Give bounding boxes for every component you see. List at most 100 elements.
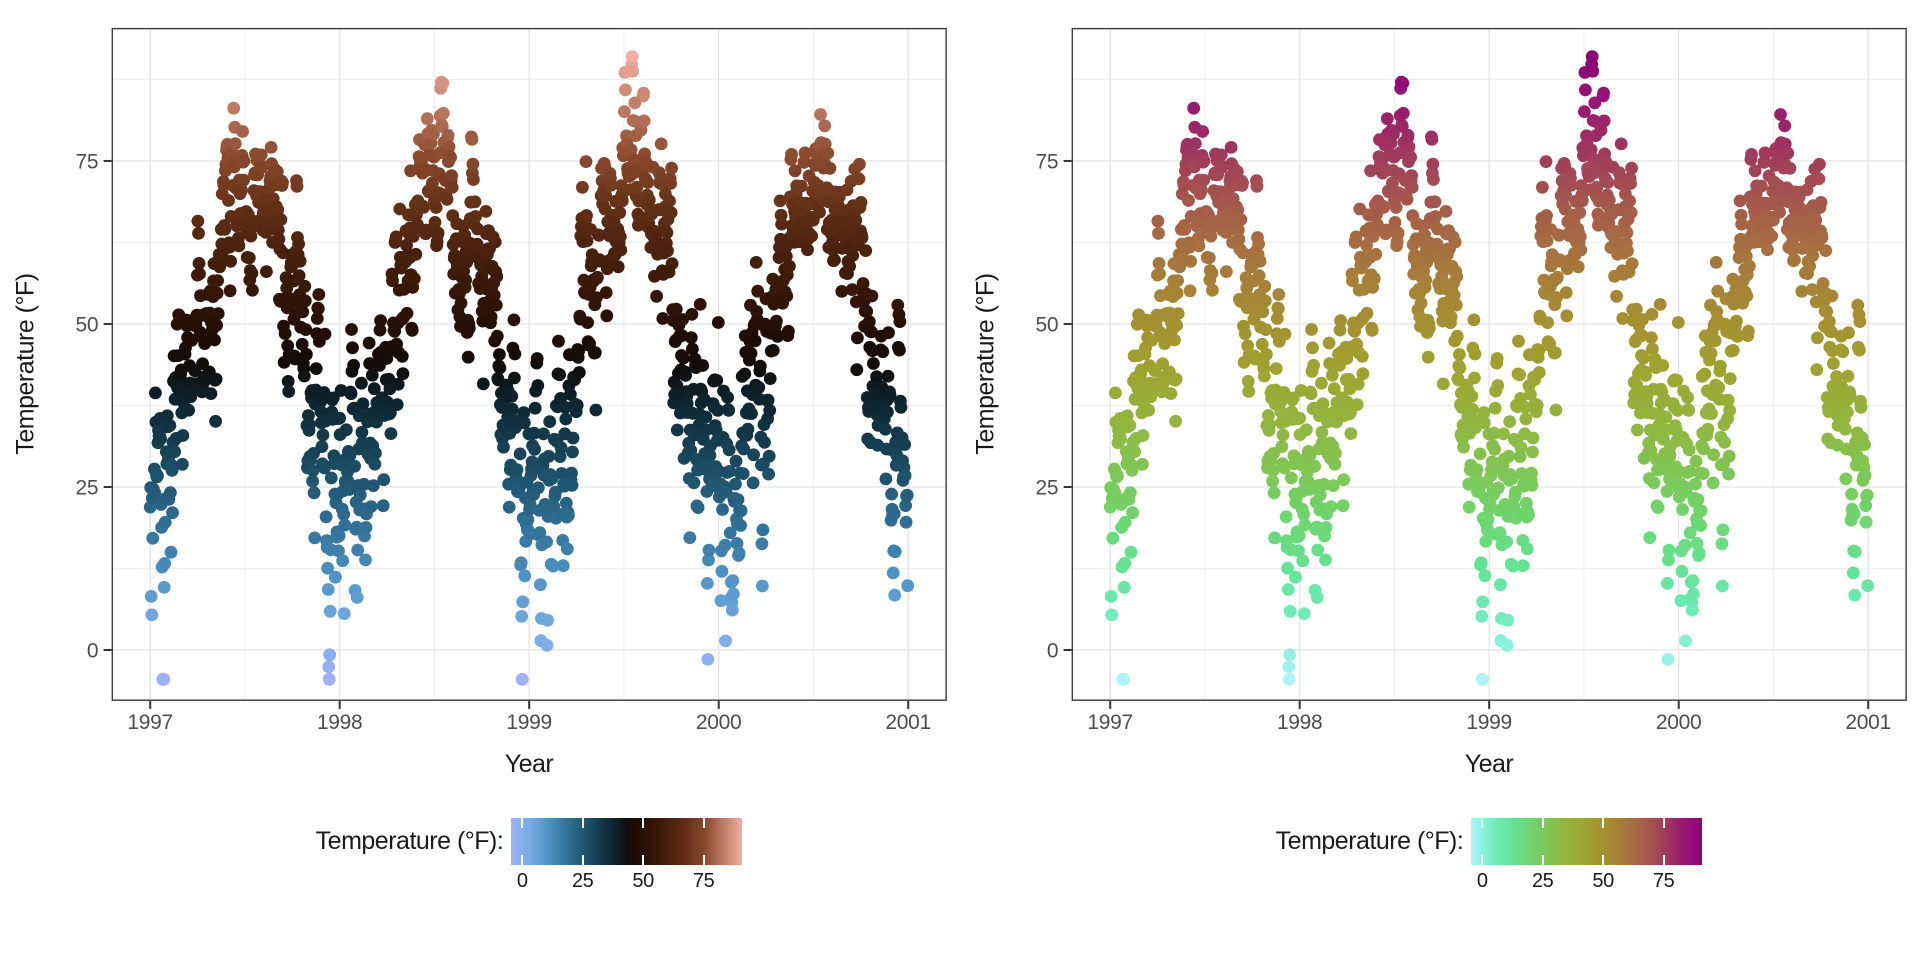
data-point bbox=[1311, 543, 1325, 557]
data-point bbox=[711, 404, 725, 417]
data-point bbox=[1715, 537, 1729, 551]
data-point bbox=[1242, 385, 1256, 398]
legend-title: Temperature (°F): bbox=[1275, 827, 1464, 855]
data-point bbox=[426, 176, 439, 190]
data-point bbox=[1220, 265, 1233, 278]
colorbar-tick-mark bbox=[1602, 855, 1605, 865]
data-point bbox=[1355, 349, 1369, 363]
data-point bbox=[1765, 229, 1779, 243]
data-point bbox=[1514, 441, 1528, 455]
data-point bbox=[565, 478, 579, 492]
data-points bbox=[143, 50, 915, 686]
data-point bbox=[1573, 206, 1587, 220]
data-point bbox=[1778, 119, 1792, 133]
data-point bbox=[570, 398, 584, 412]
data-point bbox=[1429, 210, 1442, 223]
data-point bbox=[1293, 411, 1306, 425]
data-point bbox=[637, 114, 651, 128]
data-point bbox=[1145, 333, 1159, 347]
data-point bbox=[298, 279, 312, 293]
data-point bbox=[664, 206, 678, 220]
data-point bbox=[300, 348, 313, 361]
data-point bbox=[1277, 386, 1291, 399]
data-point bbox=[1663, 449, 1677, 462]
data-point bbox=[1718, 436, 1731, 449]
data-point bbox=[323, 648, 337, 662]
data-point bbox=[209, 372, 223, 386]
data-point bbox=[1152, 226, 1165, 240]
data-point bbox=[1297, 607, 1311, 620]
data-point bbox=[1682, 443, 1696, 457]
data-point bbox=[1171, 307, 1185, 320]
data-point bbox=[899, 515, 913, 529]
data-point bbox=[756, 579, 769, 593]
data-point bbox=[611, 260, 625, 274]
colorbar-tick-label: 50 bbox=[632, 870, 654, 892]
data-point bbox=[1281, 583, 1295, 596]
data-point bbox=[699, 410, 713, 424]
data-point bbox=[1421, 350, 1435, 364]
data-point bbox=[338, 518, 352, 532]
data-point bbox=[1283, 648, 1297, 662]
data-point bbox=[1487, 426, 1501, 440]
data-point bbox=[590, 291, 603, 304]
data-point bbox=[737, 442, 751, 456]
data-point bbox=[278, 327, 292, 340]
data-point bbox=[322, 660, 336, 674]
data-point bbox=[1196, 125, 1209, 138]
data-point bbox=[323, 604, 337, 618]
data-point bbox=[1522, 508, 1535, 522]
data-point bbox=[1349, 230, 1363, 244]
data-point bbox=[348, 459, 361, 473]
data-point bbox=[630, 180, 644, 194]
data-point bbox=[664, 177, 677, 190]
data-point bbox=[579, 155, 593, 169]
data-point bbox=[1202, 251, 1216, 265]
data-point bbox=[1336, 499, 1350, 513]
data-point bbox=[843, 259, 856, 273]
data-point bbox=[771, 329, 785, 343]
data-point bbox=[870, 370, 883, 384]
data-point bbox=[555, 467, 568, 480]
data-point bbox=[1690, 537, 1704, 550]
data-point bbox=[1683, 465, 1697, 478]
data-point bbox=[1305, 323, 1318, 336]
data-point bbox=[1825, 325, 1838, 339]
data-point bbox=[1721, 393, 1735, 407]
data-point bbox=[321, 561, 334, 575]
data-point bbox=[1637, 351, 1650, 365]
data-point bbox=[1759, 147, 1772, 161]
data-point bbox=[1164, 387, 1178, 400]
data-point bbox=[1310, 591, 1324, 604]
data-point bbox=[1306, 341, 1319, 355]
data-point bbox=[854, 196, 868, 209]
data-point bbox=[821, 146, 835, 160]
data-point bbox=[1197, 154, 1211, 168]
data-point bbox=[1811, 331, 1824, 345]
data-point bbox=[850, 363, 864, 377]
axis-tick-label: 25 bbox=[76, 476, 99, 499]
data-point bbox=[613, 206, 627, 220]
data-point bbox=[722, 443, 736, 457]
data-point bbox=[888, 545, 902, 559]
data-point bbox=[1805, 283, 1819, 296]
data-point bbox=[1704, 346, 1718, 360]
data-point bbox=[467, 173, 480, 186]
data-point bbox=[1519, 412, 1533, 426]
data-point bbox=[1597, 114, 1611, 128]
data-point bbox=[693, 298, 707, 311]
data-point bbox=[1773, 205, 1786, 219]
data-point bbox=[1238, 327, 1252, 340]
data-point bbox=[893, 315, 907, 328]
data-point bbox=[766, 344, 780, 357]
data-point bbox=[1183, 284, 1197, 298]
data-point bbox=[224, 254, 238, 268]
data-point bbox=[1414, 296, 1428, 310]
data-point bbox=[396, 367, 410, 381]
data-point bbox=[1742, 324, 1755, 338]
data-point bbox=[1740, 289, 1754, 303]
data-point bbox=[1457, 440, 1470, 454]
data-point bbox=[1157, 375, 1171, 388]
data-point bbox=[1707, 448, 1720, 462]
data-point bbox=[1215, 161, 1229, 174]
